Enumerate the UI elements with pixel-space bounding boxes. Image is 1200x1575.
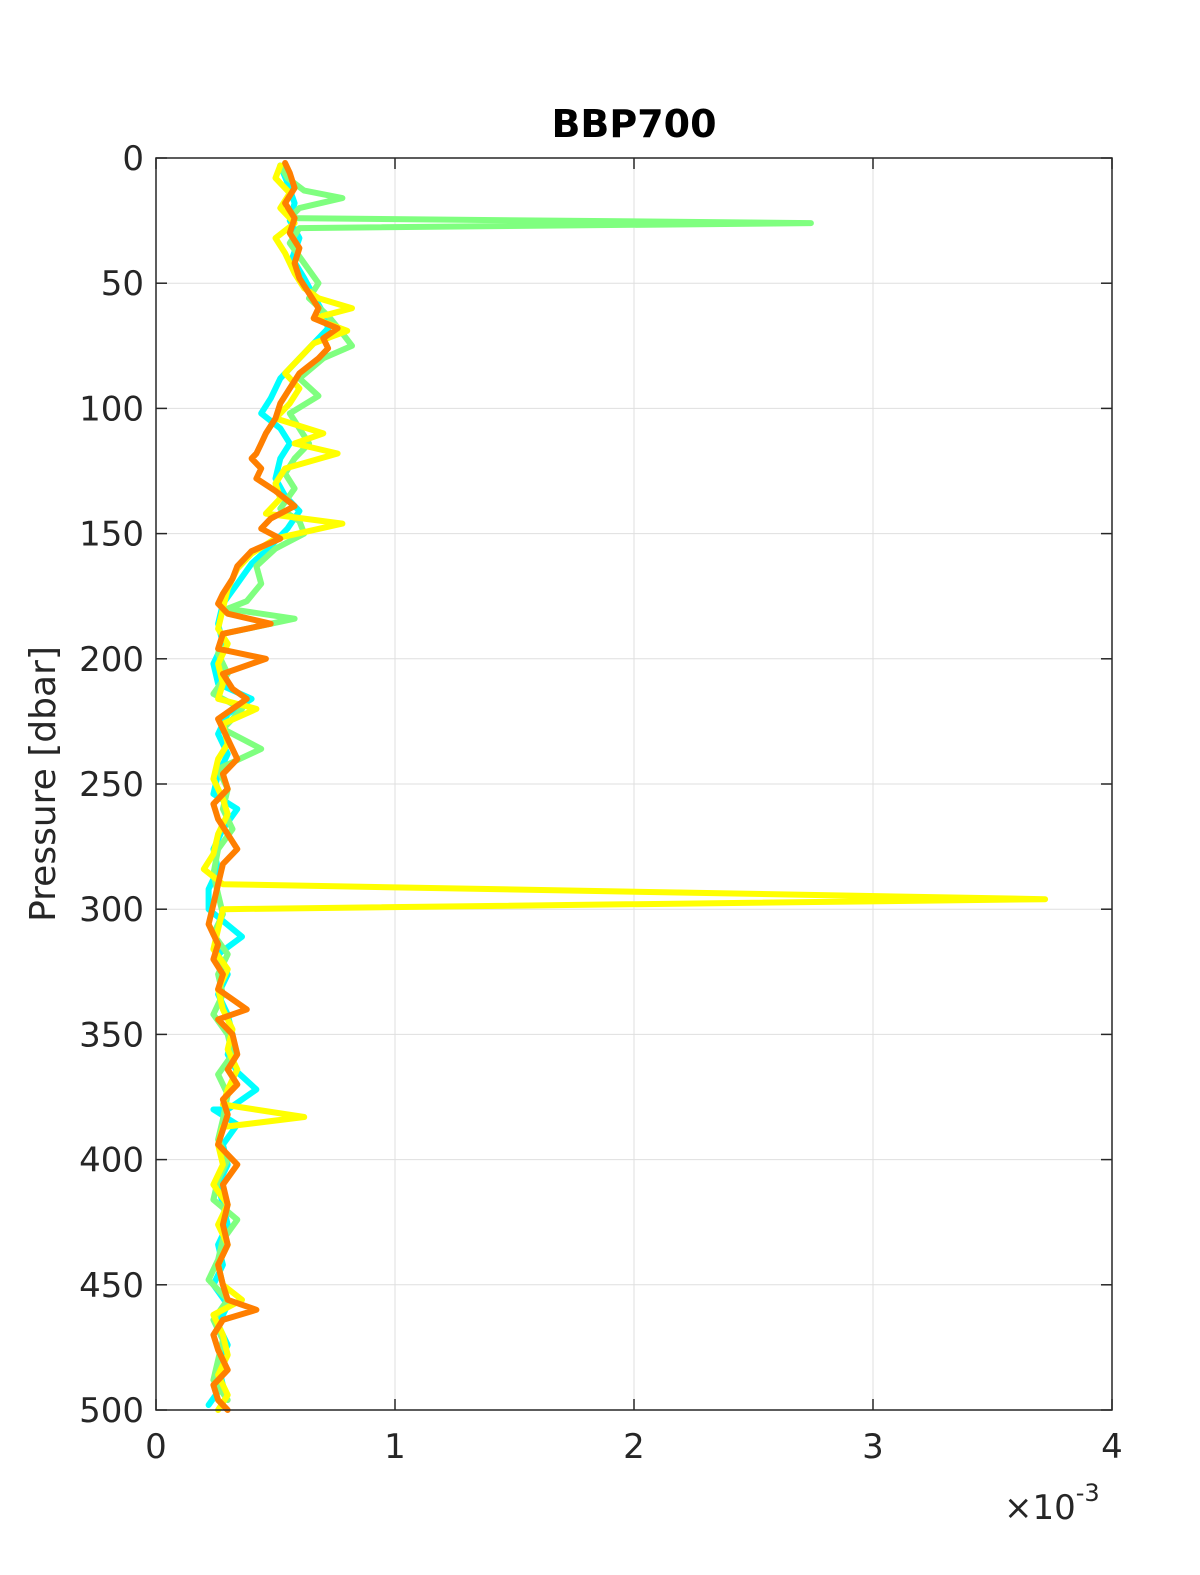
x-scale-exponent-label: ×10-3 <box>1004 1479 1100 1528</box>
x-tick-label: 4 <box>1101 1427 1123 1467</box>
y-tick-label: 150 <box>79 515 144 555</box>
series-line-4 <box>205 160 341 1413</box>
x-scale-multiplier: ×10 <box>1004 1488 1076 1528</box>
chart-title: BBP700 <box>551 102 716 146</box>
y-tick-label: 50 <box>101 264 144 304</box>
y-tick-label: 450 <box>79 1266 144 1306</box>
y-tick-labels: 0 50 100 150 200 250 300 350 400 450 500 <box>79 139 144 1431</box>
y-tick-label: 350 <box>79 1015 144 1055</box>
series-layer <box>200 160 1049 1413</box>
x-tick-label: 2 <box>623 1427 645 1467</box>
y-tick-label: 400 <box>79 1141 144 1181</box>
x-scale-exponent: -3 <box>1076 1479 1100 1507</box>
x-tick-labels: 0 1 2 3 4 <box>145 1427 1123 1467</box>
y-tick-label: 100 <box>79 389 144 429</box>
y-tick-label: 500 <box>79 1391 144 1431</box>
ticks <box>155 157 1113 1411</box>
x-tick-label: 1 <box>384 1427 406 1467</box>
y-tick-label: 300 <box>79 890 144 930</box>
x-tick-label: 3 <box>862 1427 884 1467</box>
y-tick-label: 0 <box>122 139 144 179</box>
y-tick-label: 250 <box>79 765 144 805</box>
y-axis-label: Pressure [dbar] <box>23 646 64 922</box>
y-tick-label: 200 <box>79 640 144 680</box>
x-tick-label: 0 <box>145 1427 167 1467</box>
